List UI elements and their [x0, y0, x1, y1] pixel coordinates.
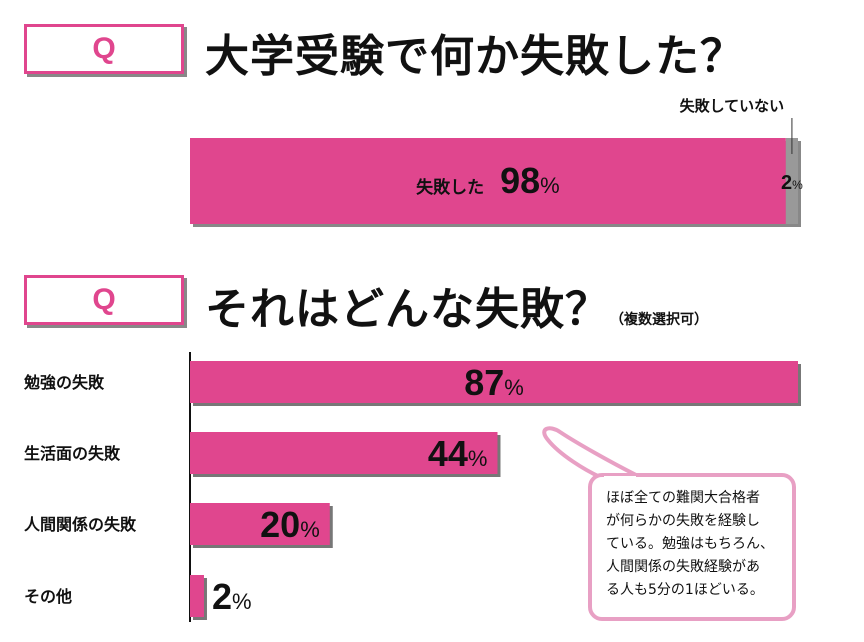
- bar-3: [190, 503, 330, 545]
- callout-line: 人間関係の失敗経験があ: [606, 559, 760, 575]
- category-label: 勉強の失敗: [23, 373, 105, 392]
- callout-text: ほぼ全ての難関大合格者 が何らかの失敗を経験し ている。勉強はもちろん、 人間関係の失…: [606, 487, 784, 602]
- callout-line: る人も5分の1ほどいる。: [606, 582, 764, 598]
- question-1-title: 大学受験で何か失敗した？: [205, 31, 745, 82]
- question-2-text: それはどんな失敗？: [205, 284, 610, 335]
- bar-segment-1: [190, 138, 786, 224]
- callout-line: ている。勉強はもちろん、: [606, 536, 774, 552]
- callout-bubble: ほぼ全ての難関大合格者 が何らかの失敗を経験し ている。勉強はもちろん、 人間関係の失…: [588, 473, 796, 621]
- callout-line: ほぼ全ての難関大合格者: [606, 490, 760, 506]
- category-label: 生活面の失敗: [24, 444, 121, 463]
- callout-line: が何らかの失敗を経験し: [606, 513, 760, 529]
- question-2-title: それはどんな失敗？（複数選択可）: [205, 273, 708, 337]
- category-label: 人間関係の失敗: [24, 515, 137, 534]
- bar-4: [190, 575, 204, 617]
- bar-1: [190, 361, 798, 403]
- value-label: 20%: [260, 504, 320, 545]
- value-label: 44%: [428, 433, 488, 474]
- value-label: 2%: [212, 576, 252, 617]
- bar-2: [190, 432, 498, 474]
- question-badge-1: Q: [24, 24, 184, 74]
- bar-label-2: 失敗していない: [680, 97, 785, 115]
- bar-segment-2: [785, 138, 798, 224]
- question-badge-letter: Q: [92, 32, 116, 65]
- question-2-note: （複数選択可）: [610, 312, 708, 328]
- bar-label-1: 失敗した 98%: [416, 160, 560, 201]
- value-label: 87%: [464, 362, 524, 403]
- question-badge-letter: Q: [92, 283, 116, 316]
- category-label: その他: [24, 587, 72, 606]
- bar-value-2: 2%: [781, 172, 803, 194]
- question-badge-2: Q: [24, 275, 184, 325]
